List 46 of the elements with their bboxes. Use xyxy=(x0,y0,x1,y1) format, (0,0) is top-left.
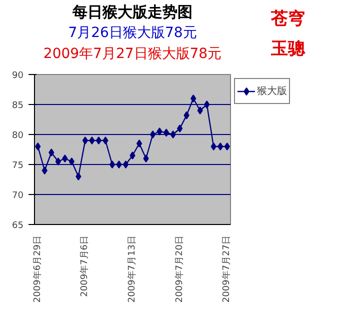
y-tick-label: 90 xyxy=(12,71,24,81)
point xyxy=(130,152,136,160)
legend-label: 猴大版 xyxy=(257,84,287,98)
x-tick-label: 2009年6月29日 xyxy=(32,235,43,303)
chart-subtitle: 7月26日猴大版78元 xyxy=(67,24,198,43)
point xyxy=(122,160,129,168)
point xyxy=(102,136,108,144)
point xyxy=(218,142,224,150)
y-tick-label: 70 xyxy=(12,191,24,201)
point xyxy=(190,94,196,102)
point xyxy=(42,166,48,174)
point xyxy=(163,128,170,137)
point xyxy=(68,158,75,166)
point xyxy=(170,130,176,138)
text: 玉骢 xyxy=(271,38,305,61)
point xyxy=(197,106,203,114)
chart-title: 每日猴大版走势图 xyxy=(72,2,194,23)
point xyxy=(89,136,95,144)
text: 2009年7月27日猴大版78元 xyxy=(42,45,223,64)
point xyxy=(62,154,68,162)
point xyxy=(143,154,149,162)
x-tick-label: 2009年7月20日 xyxy=(174,235,185,303)
point xyxy=(176,124,183,132)
y-tick-label: 85 xyxy=(12,101,24,111)
point xyxy=(136,140,142,148)
point xyxy=(82,136,88,144)
point xyxy=(116,160,122,168)
text: 苍穹 xyxy=(271,8,305,31)
point xyxy=(184,111,190,120)
point xyxy=(76,172,82,180)
point xyxy=(35,142,41,150)
y-tick-label: 80 xyxy=(12,131,24,141)
x-tick-label: 2009年7月6日 xyxy=(79,235,90,297)
point xyxy=(48,148,54,156)
point xyxy=(150,130,156,138)
point xyxy=(210,142,216,150)
x-tick-label: 2009年7月13日 xyxy=(126,235,138,303)
point xyxy=(156,128,162,136)
y-tick-label: 75 xyxy=(12,161,24,171)
y-tick-label: 65 xyxy=(12,221,24,231)
point xyxy=(204,100,210,108)
x-tick-label: 2009年7月27日 xyxy=(221,235,232,303)
point xyxy=(55,158,61,166)
point xyxy=(96,136,102,144)
point xyxy=(224,142,230,150)
point xyxy=(109,160,116,168)
